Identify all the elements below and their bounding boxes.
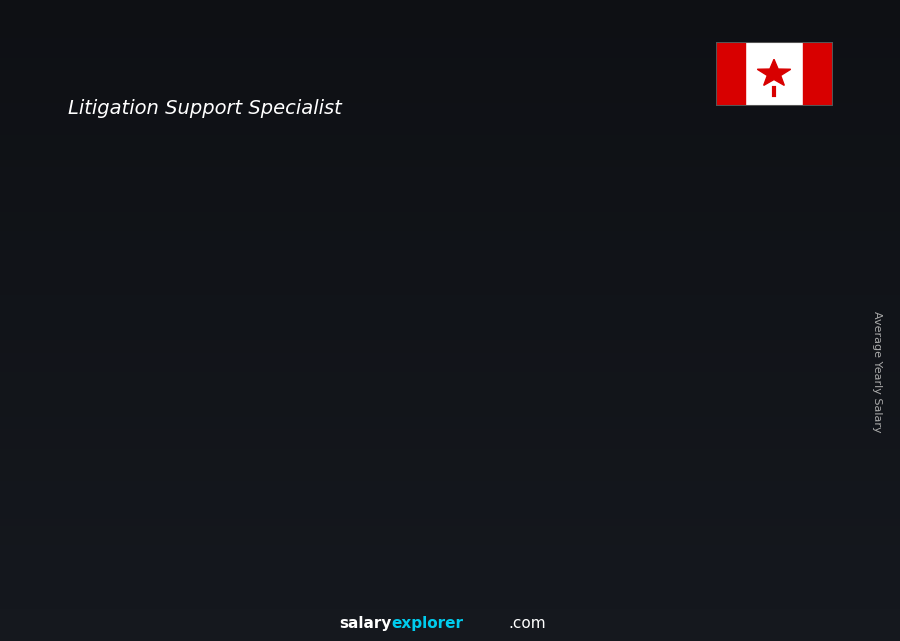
Text: Average Yearly Salary: Average Yearly Salary: [872, 311, 883, 433]
Polygon shape: [96, 424, 169, 428]
Bar: [469, 260, 534, 570]
Polygon shape: [534, 260, 543, 570]
Polygon shape: [220, 374, 294, 379]
Text: Salary Comparison By Experience: Salary Comparison By Experience: [54, 49, 630, 78]
Text: Litigation Support Specialist: Litigation Support Specialist: [68, 99, 341, 119]
Polygon shape: [410, 315, 418, 570]
Text: salary: salary: [339, 617, 392, 631]
Polygon shape: [345, 315, 418, 323]
Polygon shape: [469, 260, 543, 270]
Text: 221,000 CAD: 221,000 CAD: [713, 194, 800, 207]
Bar: [220, 374, 285, 570]
Polygon shape: [717, 213, 791, 224]
Bar: [717, 213, 782, 570]
Bar: [716, 42, 745, 106]
Polygon shape: [757, 60, 791, 85]
Bar: [803, 42, 833, 106]
Text: +30%: +30%: [277, 245, 340, 263]
Text: 90,900 CAD: 90,900 CAD: [91, 404, 170, 417]
Bar: [96, 424, 161, 570]
Bar: [345, 315, 410, 570]
Text: +21%: +21%: [401, 174, 464, 192]
Text: +34%: +34%: [153, 315, 216, 335]
Text: 158,000 CAD: 158,000 CAD: [340, 296, 428, 309]
Text: 90,900 CAD: 90,900 CAD: [86, 404, 164, 417]
Bar: [593, 231, 658, 570]
Text: explorer: explorer: [392, 617, 464, 631]
Text: 210,000 CAD: 210,000 CAD: [589, 212, 676, 225]
Polygon shape: [593, 231, 667, 242]
Polygon shape: [161, 424, 169, 570]
Polygon shape: [782, 213, 791, 570]
Text: +9%: +9%: [533, 133, 582, 152]
Text: .com: .com: [508, 617, 546, 631]
Polygon shape: [285, 374, 294, 570]
Text: 192,000 CAD: 192,000 CAD: [464, 241, 552, 254]
Polygon shape: [658, 231, 667, 570]
Text: +5%: +5%: [657, 107, 706, 126]
Text: 122,000 CAD: 122,000 CAD: [216, 354, 303, 367]
